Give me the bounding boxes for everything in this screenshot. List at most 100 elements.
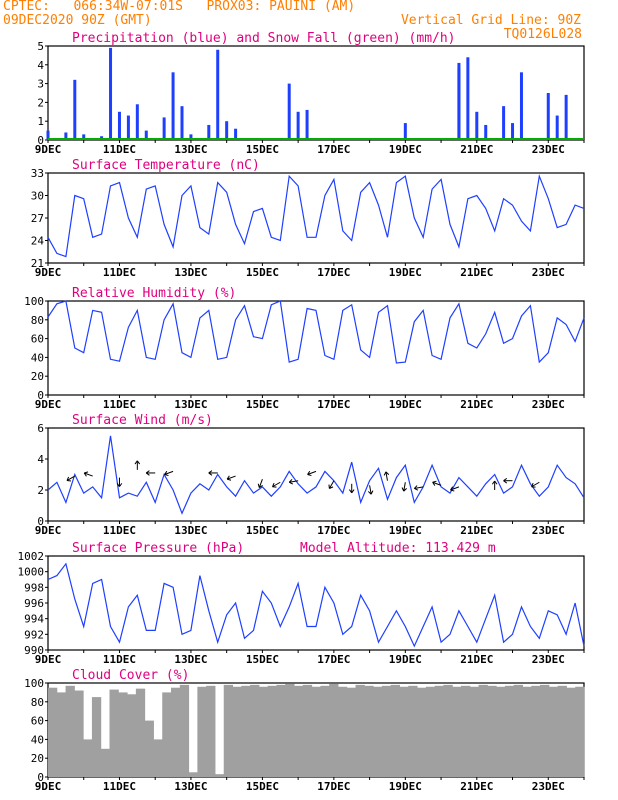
pressure-date-label: 17DEC (317, 653, 350, 666)
cloud-bar (294, 685, 304, 777)
cloud-bar (91, 697, 102, 777)
cloud-cover-date-label: 11DEC (103, 780, 136, 793)
cloud-bar (162, 692, 172, 777)
precip-bar (180, 106, 184, 140)
wind-arrow-head (307, 473, 312, 477)
pressure-title: Surface Pressure (hPa) (72, 541, 244, 556)
wind-frame (47, 427, 585, 522)
cloud-bar (171, 687, 181, 777)
cloud-bar (513, 684, 523, 777)
wind-arrow-head (83, 472, 87, 477)
cloud-cover-ytick-label: 80 (31, 696, 44, 709)
wind-arrow-head (289, 481, 294, 485)
wind-arrow-head (84, 471, 89, 474)
pressure-ytick-label: 990 (24, 644, 44, 657)
pressure-date-label: 15DEC (246, 653, 279, 666)
cloud-bar (399, 686, 409, 777)
cloud-bar (381, 685, 392, 777)
cloud-bar (188, 772, 198, 777)
precip-bar (126, 115, 130, 140)
humidity-ytick-label: 20 (31, 370, 44, 383)
precip-bar (207, 124, 211, 140)
precipitation-date-label: 21DEC (460, 143, 493, 156)
wind-arrow-head (370, 490, 374, 495)
cloud-bar (65, 685, 75, 777)
temperature-ytick-label: 27 (31, 212, 44, 225)
wind-arrow-head (145, 472, 150, 476)
cloud-bar (346, 687, 357, 777)
cloud-cover-ytick-label: 20 (31, 752, 44, 765)
wind-arrow-head (348, 489, 353, 494)
precipitation-ytick-label: 2 (37, 96, 44, 109)
pressure-ytick-label: 998 (24, 581, 44, 594)
wind-ytick-label: 4 (37, 453, 44, 466)
wind-ytick-label: 2 (37, 484, 44, 497)
precip-bar (171, 72, 175, 140)
wind-arrow (272, 481, 281, 488)
cloud-bar (408, 685, 418, 777)
wind-arrow (84, 472, 93, 477)
precipitation-title: Precipitation (blue) and Snow Fall (gree… (72, 31, 456, 46)
wind-date-label: 13DEC (174, 524, 207, 537)
cloud-bar (355, 684, 365, 777)
wind-arrow-head (503, 477, 508, 482)
humidity-date-label: 17DEC (317, 398, 350, 411)
humidity-date-label: 9DEC (35, 398, 62, 411)
precipitation-ytick-label: 3 (37, 78, 44, 91)
precip-bar (287, 83, 291, 140)
precip-bar (555, 115, 559, 140)
wind-arrow-head (119, 483, 123, 487)
cloud-bar (425, 686, 436, 777)
temperature-title: Surface Temperature (nC) (72, 158, 260, 173)
cloud-bar (469, 686, 480, 777)
wind-arrow (258, 478, 263, 488)
model-code: TQ0126L028 (503, 27, 582, 42)
wind-arrow-head (307, 470, 311, 475)
cloud-cover-ytick-label: 40 (31, 733, 44, 746)
cloud-bar (250, 684, 260, 777)
precipitation-ytick-label: 4 (37, 59, 44, 72)
cloud-bar (478, 684, 488, 777)
cloud-bar (223, 684, 234, 777)
cloud-bar (153, 739, 163, 777)
precipitation-ytick-label: 0 (37, 134, 44, 147)
cloud-bar (127, 694, 137, 777)
wind-arrow-head (259, 484, 263, 489)
temperature-date-label: 19DEC (389, 266, 422, 279)
cloud-bar (337, 686, 348, 777)
pressure-date-label: 21DEC (460, 653, 493, 666)
cloud-bar (557, 685, 567, 777)
precip-bar (466, 57, 470, 140)
cloud-bar (276, 684, 286, 777)
precip-bar (475, 111, 479, 140)
cloud-bar (487, 685, 497, 777)
humidity-ytick-label: 40 (31, 351, 44, 364)
wind-arrow-head (134, 460, 138, 465)
temperature-date-label: 23DEC (532, 266, 565, 279)
wind-date-label: 9DEC (35, 524, 62, 537)
wind-arrow (289, 480, 299, 483)
wind-arrow (328, 480, 335, 489)
humidity-date-label: 11DEC (103, 398, 136, 411)
wind-arrow (414, 486, 424, 489)
precip-bar (189, 134, 193, 140)
cloud-bar (373, 686, 383, 777)
wind-date-label: 17DEC (317, 524, 350, 537)
cloud-bar (452, 686, 462, 777)
wind-date-label: 23DEC (532, 524, 565, 537)
temperature-date-label: 17DEC (317, 266, 350, 279)
cloud-cover-date-label: 23DEC (532, 780, 565, 793)
wind-arrow-head (164, 470, 168, 475)
wind-arrow (531, 481, 540, 488)
wind-arrow (432, 481, 442, 486)
cloud-bar (540, 684, 550, 777)
cloud-cover-ytick-label: 0 (37, 771, 44, 784)
cloud-bar (496, 686, 506, 777)
temperature-ytick-label: 30 (31, 190, 44, 203)
wind-arrow (385, 471, 388, 481)
precipitation-date-label: 17DEC (317, 143, 350, 156)
cloud-bar (320, 685, 330, 777)
cloud-bar (48, 687, 58, 777)
precip-bar (162, 117, 166, 140)
wind-arrow-head (226, 475, 230, 480)
